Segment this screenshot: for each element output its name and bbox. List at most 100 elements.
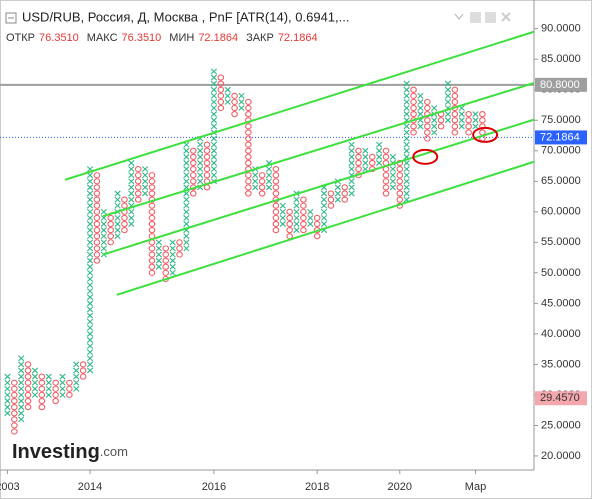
x-box bbox=[128, 184, 135, 191]
x-box bbox=[141, 190, 149, 197]
o-column bbox=[66, 379, 73, 399]
x-column bbox=[141, 166, 149, 197]
x-box bbox=[197, 153, 204, 160]
x-box bbox=[210, 74, 218, 81]
x-box bbox=[403, 129, 410, 136]
o-box bbox=[272, 172, 280, 179]
o-box bbox=[451, 98, 459, 106]
x-box bbox=[307, 208, 314, 215]
x-box bbox=[376, 147, 383, 154]
price-label-box bbox=[535, 77, 587, 92]
o-column bbox=[410, 86, 417, 136]
y-tick-label: 60.0000 bbox=[541, 206, 581, 218]
x-box bbox=[389, 153, 397, 160]
x-column bbox=[403, 80, 410, 203]
x-box bbox=[403, 178, 410, 185]
x-box bbox=[128, 190, 135, 197]
x-tick-label: 2018 bbox=[305, 481, 329, 493]
o-box bbox=[24, 391, 32, 399]
o-box bbox=[93, 233, 101, 240]
x-column bbox=[18, 355, 25, 423]
o-box bbox=[66, 391, 73, 399]
o-box bbox=[148, 220, 156, 228]
o-box bbox=[286, 220, 293, 228]
brand-logo: Investing.com bbox=[12, 441, 128, 463]
o-box bbox=[245, 147, 252, 154]
x-box bbox=[210, 117, 218, 124]
x-box bbox=[403, 80, 410, 87]
settings-icon[interactable] bbox=[485, 12, 496, 23]
o-column bbox=[424, 98, 431, 142]
x-box bbox=[86, 184, 94, 191]
x-box bbox=[472, 123, 479, 130]
x-box bbox=[279, 208, 286, 215]
x-box bbox=[86, 196, 94, 203]
x-box bbox=[128, 214, 135, 221]
x-column bbox=[444, 80, 452, 124]
o-box bbox=[148, 263, 156, 270]
o-box bbox=[327, 196, 335, 203]
x-box bbox=[210, 153, 218, 160]
o-box bbox=[245, 98, 252, 106]
y-tick-label: 50.0000 bbox=[541, 267, 581, 279]
x-box bbox=[197, 178, 204, 185]
x-box bbox=[376, 153, 383, 160]
x-box bbox=[18, 355, 25, 362]
x-box bbox=[417, 105, 424, 112]
x-box bbox=[403, 111, 410, 118]
o-box bbox=[382, 190, 390, 197]
x-box bbox=[320, 214, 328, 221]
x-box bbox=[403, 172, 410, 179]
x-box bbox=[293, 227, 300, 234]
y-tick-label: 40.0000 bbox=[541, 328, 581, 340]
x-box bbox=[155, 239, 162, 246]
x-box bbox=[362, 166, 369, 173]
o-box bbox=[217, 86, 225, 93]
o-box bbox=[355, 159, 362, 167]
x-box bbox=[18, 385, 25, 392]
quote-label: ЗАКР bbox=[246, 32, 274, 44]
o-box bbox=[121, 202, 128, 209]
x-box bbox=[183, 233, 190, 240]
o-box bbox=[410, 129, 417, 136]
x-box bbox=[114, 190, 121, 197]
y-tick-label: 55.0000 bbox=[541, 236, 581, 248]
o-box bbox=[134, 165, 142, 173]
x-box bbox=[183, 221, 190, 227]
x-box bbox=[86, 239, 94, 246]
o-box bbox=[121, 214, 128, 222]
x-box bbox=[362, 147, 369, 154]
o-box bbox=[410, 104, 417, 112]
o-box bbox=[396, 190, 404, 197]
o-box bbox=[52, 391, 59, 399]
x-box bbox=[4, 385, 11, 392]
x-box bbox=[389, 178, 397, 185]
o-box bbox=[148, 202, 156, 209]
o-box bbox=[258, 178, 266, 185]
o-box bbox=[203, 172, 211, 179]
o-box bbox=[410, 98, 417, 106]
y-tick-label: 75.0000 bbox=[541, 114, 581, 126]
dropdown-icon[interactable] bbox=[454, 13, 464, 20]
o-box bbox=[134, 184, 142, 191]
o-box bbox=[162, 269, 170, 276]
o-box bbox=[245, 104, 252, 112]
x-box bbox=[59, 373, 66, 380]
o-box bbox=[382, 153, 390, 160]
o-box bbox=[396, 172, 404, 179]
o-box bbox=[52, 385, 59, 392]
o-box bbox=[300, 214, 307, 222]
o-box bbox=[410, 123, 417, 130]
o-box bbox=[79, 361, 87, 368]
x-box bbox=[348, 141, 355, 148]
o-column bbox=[79, 361, 87, 380]
o-column bbox=[162, 245, 170, 283]
o-box bbox=[245, 190, 252, 197]
close-icon[interactable] bbox=[501, 12, 511, 22]
eye-icon[interactable] bbox=[470, 12, 481, 23]
x-box bbox=[86, 300, 94, 307]
o-box bbox=[355, 165, 362, 173]
x-box bbox=[307, 214, 314, 221]
x-box bbox=[100, 239, 107, 246]
o-box bbox=[382, 178, 390, 185]
